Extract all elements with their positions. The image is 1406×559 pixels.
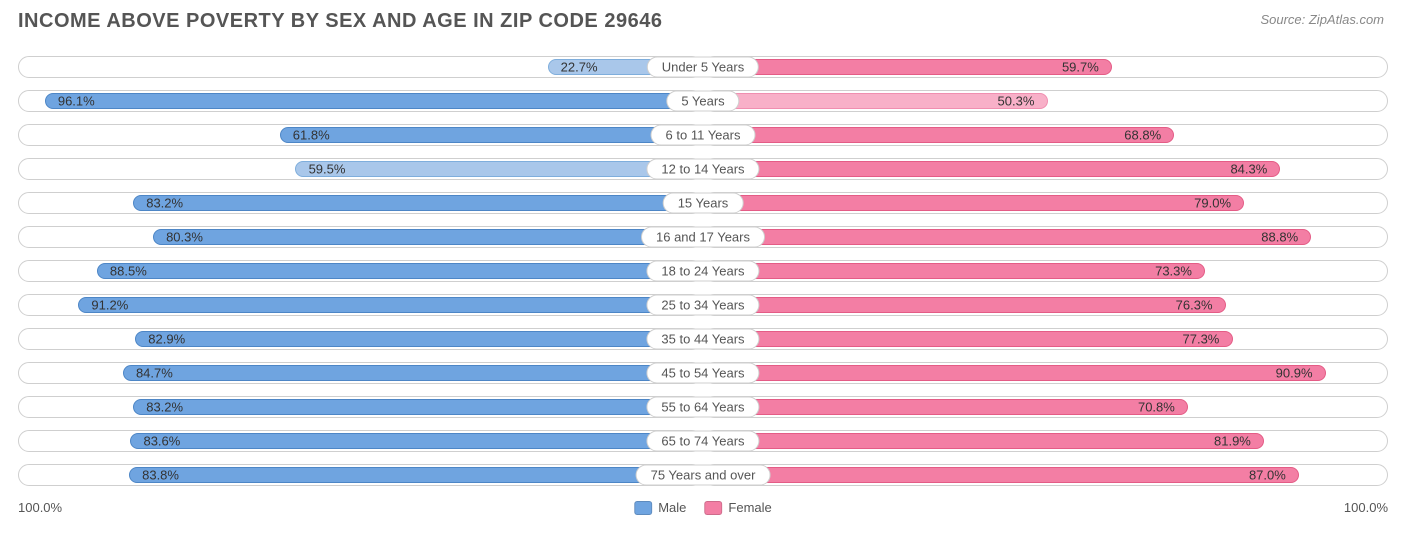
male-value-label: 88.5%: [110, 264, 147, 279]
female-value-label: 81.9%: [1214, 434, 1251, 449]
female-bar: [703, 127, 1174, 143]
male-bar: [133, 195, 703, 211]
male-bar: [153, 229, 703, 245]
male-bar: [97, 263, 703, 279]
female-bar: [703, 161, 1280, 177]
category-label: 55 to 64 Years: [646, 397, 759, 418]
female-bar: [703, 195, 1244, 211]
male-value-label: 83.2%: [146, 196, 183, 211]
female-value-label: 88.8%: [1261, 230, 1298, 245]
chart-row: 88.5% 73.3% 18 to 24 Years: [18, 254, 1388, 288]
male-value-label: 22.7%: [561, 60, 598, 75]
female-bar: [703, 229, 1311, 245]
category-label: 18 to 24 Years: [646, 261, 759, 282]
male-bar: [135, 331, 703, 347]
male-value-label: 80.3%: [166, 230, 203, 245]
female-bar: [703, 399, 1188, 415]
category-label: 35 to 44 Years: [646, 329, 759, 350]
female-value-label: 73.3%: [1155, 264, 1192, 279]
legend-item-male: Male: [634, 500, 686, 515]
chart-row: 83.8% 87.0% 75 Years and over: [18, 458, 1388, 492]
female-bar: [703, 297, 1226, 313]
male-value-label: 91.2%: [91, 298, 128, 313]
male-bar: [129, 467, 703, 483]
chart-row: 84.7% 90.9% 45 to 54 Years: [18, 356, 1388, 390]
male-value-label: 83.8%: [142, 468, 179, 483]
female-bar: [703, 59, 1112, 75]
category-label: 12 to 14 Years: [646, 159, 759, 180]
female-value-label: 87.0%: [1249, 468, 1286, 483]
male-value-label: 82.9%: [148, 332, 185, 347]
chart-row: 80.3% 88.8% 16 and 17 Years: [18, 220, 1388, 254]
female-value-label: 70.8%: [1138, 400, 1175, 415]
female-value-label: 90.9%: [1276, 366, 1313, 381]
legend: Male Female: [634, 500, 772, 515]
male-swatch: [634, 501, 652, 515]
female-swatch: [704, 501, 722, 515]
legend-female-label: Female: [728, 500, 771, 515]
male-bar: [123, 365, 703, 381]
female-value-label: 68.8%: [1124, 128, 1161, 143]
chart-row: 59.5% 84.3% 12 to 14 Years: [18, 152, 1388, 186]
female-bar: [703, 331, 1233, 347]
female-value-label: 50.3%: [998, 94, 1035, 109]
female-value-label: 79.0%: [1194, 196, 1231, 211]
category-label: 65 to 74 Years: [646, 431, 759, 452]
male-bar: [133, 399, 703, 415]
diverging-bar-chart: 22.7% 59.7% Under 5 Years 96.1% 50.3% 5 Years…: [18, 50, 1388, 492]
category-label: 15 Years: [663, 193, 744, 214]
category-label: Under 5 Years: [647, 57, 759, 78]
male-bar: [78, 297, 703, 313]
category-label: 16 and 17 Years: [641, 227, 765, 248]
male-bar: [45, 93, 703, 109]
female-value-label: 84.3%: [1230, 162, 1267, 177]
male-value-label: 83.2%: [146, 400, 183, 415]
female-bar: [703, 93, 1048, 109]
axis-right-label: 100.0%: [1344, 500, 1388, 515]
male-value-label: 96.1%: [58, 94, 95, 109]
chart-title: INCOME ABOVE POVERTY BY SEX AND AGE IN Z…: [18, 10, 662, 33]
male-value-label: 84.7%: [136, 366, 173, 381]
category-label: 75 Years and over: [636, 465, 771, 486]
female-bar: [703, 433, 1264, 449]
chart-row: 61.8% 68.8% 6 to 11 Years: [18, 118, 1388, 152]
female-value-label: 76.3%: [1176, 298, 1213, 313]
legend-male-label: Male: [658, 500, 686, 515]
male-value-label: 59.5%: [309, 162, 346, 177]
source-attribution: Source: ZipAtlas.com: [1260, 12, 1384, 27]
legend-item-female: Female: [704, 500, 771, 515]
female-bar: [703, 263, 1205, 279]
category-label: 25 to 34 Years: [646, 295, 759, 316]
category-label: 45 to 54 Years: [646, 363, 759, 384]
female-value-label: 77.3%: [1183, 332, 1220, 347]
chart-row: 22.7% 59.7% Under 5 Years: [18, 50, 1388, 84]
female-value-label: 59.7%: [1062, 60, 1099, 75]
category-label: 6 to 11 Years: [651, 125, 756, 146]
female-bar: [703, 365, 1326, 381]
category-label: 5 Years: [666, 91, 739, 112]
chart-row: 83.2% 79.0% 15 Years: [18, 186, 1388, 220]
male-bar: [280, 127, 703, 143]
chart-row: 96.1% 50.3% 5 Years: [18, 84, 1388, 118]
male-value-label: 83.6%: [143, 434, 180, 449]
axis-left-label: 100.0%: [18, 500, 62, 515]
chart-row: 82.9% 77.3% 35 to 44 Years: [18, 322, 1388, 356]
chart-row: 83.2% 70.8% 55 to 64 Years: [18, 390, 1388, 424]
male-bar: [130, 433, 703, 449]
chart-row: 83.6% 81.9% 65 to 74 Years: [18, 424, 1388, 458]
male-value-label: 61.8%: [293, 128, 330, 143]
male-bar: [295, 161, 703, 177]
female-bar: [703, 467, 1299, 483]
chart-row: 91.2% 76.3% 25 to 34 Years: [18, 288, 1388, 322]
